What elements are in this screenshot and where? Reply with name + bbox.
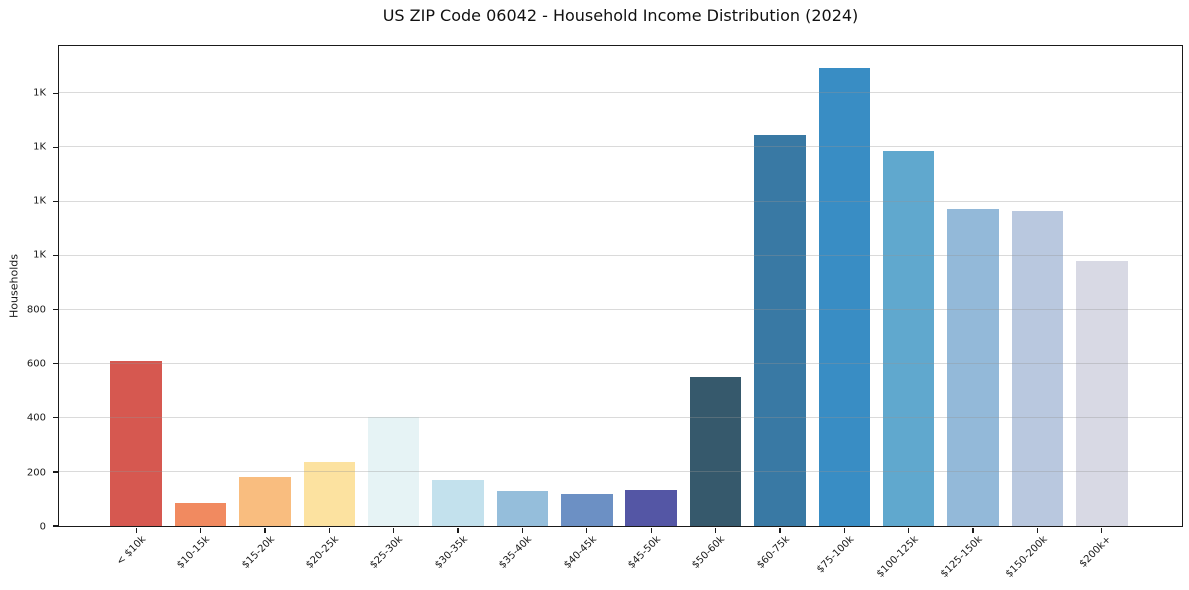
bar [367,417,420,526]
bar [625,489,677,526]
plot-area: < $10k $10-15k $15-20k $20-25k $25-30k $30-35… [52,45,1183,580]
y-tick-mark [52,471,58,473]
y-tick-label: 200 [26,467,46,479]
y-tick-label: 1K [33,249,46,261]
bar [882,150,935,526]
x-tick-label: $25-30k [368,534,406,571]
y-tick-label: 1K [33,141,46,153]
bar-slot: $150-200k [1003,46,1069,580]
bar-slot: $30-35k [426,46,490,571]
x-tick-label: $40-45k [561,534,599,571]
bar-slot: $15-20k [233,46,297,571]
x-tick-label: $15-20k [239,534,277,571]
bar-slot: $60-75k [748,46,812,571]
y-tick-mark [52,525,58,527]
y-tick-mark [52,363,58,365]
x-tick-mark [714,527,717,533]
x-tick-mark [1036,527,1039,533]
x-tick-label: $30-35k [432,534,470,571]
bar [1011,210,1064,526]
x-tick-mark [328,527,330,533]
bar-slot: $45-50k [619,46,683,571]
bar-slot: $200k+ [1070,46,1134,570]
x-tick-mark [393,527,395,533]
bar [432,479,484,526]
y-tick-label: 400 [26,412,46,424]
x-tick-label: $35-40k [497,534,535,571]
x-tick-label: $150-200k [1003,534,1050,580]
y-axis-ticks: 0 200 400 600 800 1K 1K 1K 1K [0,45,54,532]
bar [110,360,162,526]
bar [947,209,999,526]
x-tick-label: $10-15k [175,534,213,571]
bar-slot: $35-40k [490,46,554,571]
y-tick-mark [52,417,58,419]
bar-slot: $40-45k [555,46,619,571]
x-tick-mark [972,527,974,533]
bar-slot: $20-25k [297,46,361,571]
chart-title: US ZIP Code 06042 - Household Income Dis… [382,6,859,25]
x-tick-mark [264,527,266,533]
x-tick-label: $45-50k [626,534,663,571]
y-tick-mark [52,254,58,257]
x-tick-mark [908,527,910,533]
bar [174,503,227,526]
x-tick-label: $50-60k [690,534,728,571]
y-tick-label: 800 [26,304,46,316]
bar-slot: $50-60k [683,46,747,571]
bar [754,134,806,526]
x-tick-mark [843,527,845,533]
y-tick-label: 600 [26,358,46,370]
bar-slot: $75-100k [812,46,876,575]
y-tick-mark [52,92,58,94]
bars-layer: < $10k $10-15k $15-20k $20-25k $25-30k $30-35… [59,46,1182,580]
x-tick-label: $200k+ [1077,534,1114,570]
bar [818,68,871,526]
bar-slot: $25-30k [362,46,426,571]
bar-slot: < $10k [104,46,168,568]
x-tick-label: $20-25k [304,534,342,571]
x-tick-label: $60-75k [754,534,792,571]
x-tick-mark [779,527,781,533]
y-tick-mark [52,309,58,311]
y-tick-mark [52,146,58,149]
x-tick-mark [457,527,459,533]
x-tick-mark [199,527,202,533]
x-tick-mark [521,527,524,533]
bar [1076,261,1128,526]
bar [689,376,742,526]
x-tick-mark [135,527,137,533]
x-tick-label: $75-100k [814,534,857,576]
x-tick-label: < $10k [114,534,148,568]
bar [303,462,356,526]
y-tick-mark [52,200,58,203]
y-tick-label: 0 [39,521,46,533]
x-tick-mark [586,527,588,533]
x-tick-mark [1101,527,1103,533]
x-tick-mark [650,527,652,533]
x-tick-label: $100-125k [874,534,921,580]
bar-slot: $100-125k [875,46,941,580]
bar [561,493,613,526]
y-tick-label: 1K [33,195,46,207]
bar-slot: $10-15k [168,46,232,571]
bar [496,491,549,526]
bar-slot: $125-150k [939,46,1005,580]
x-tick-label: $125-150k [938,534,985,580]
bar [239,477,291,526]
y-tick-label: 1K [33,87,46,99]
